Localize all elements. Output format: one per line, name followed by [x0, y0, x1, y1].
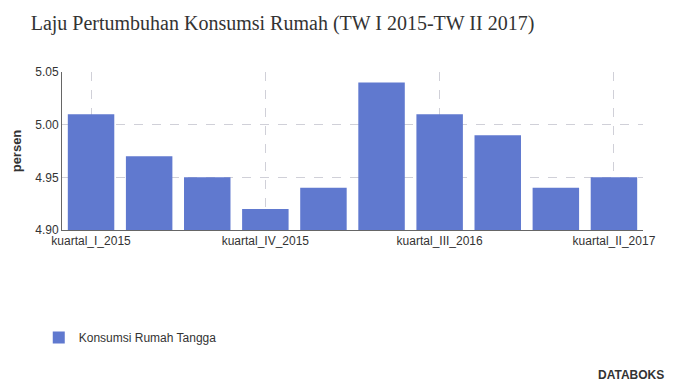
- svg-text:5.00: 5.00: [35, 118, 59, 132]
- svg-text:kuartal_IV_2015: kuartal_IV_2015: [222, 234, 310, 248]
- svg-text:persen: persen: [9, 130, 24, 173]
- svg-text:Konsumsi Rumah Tangga: Konsumsi Rumah Tangga: [79, 331, 217, 345]
- svg-text:5.05: 5.05: [35, 65, 59, 79]
- svg-text:4.90: 4.90: [35, 223, 59, 237]
- svg-text:kuartal_II_2017: kuartal_II_2017: [573, 234, 656, 248]
- svg-text:kuartal_I_2015: kuartal_I_2015: [51, 234, 131, 248]
- svg-text:DATABOKS: DATABOKS: [598, 368, 664, 382]
- svg-text:Laju Pertumbuhan Konsumsi Ruma: Laju Pertumbuhan Konsumsi Rumah (TW I 20…: [31, 12, 535, 35]
- svg-text:kuartal_III_2016: kuartal_III_2016: [397, 234, 483, 248]
- svg-text:4.95: 4.95: [35, 171, 59, 185]
